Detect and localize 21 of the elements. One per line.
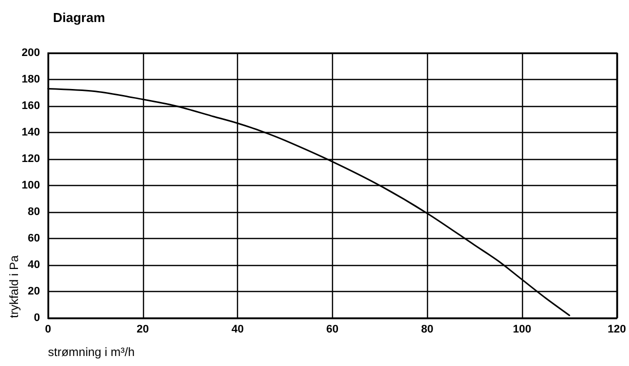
y-tick-label: 20 xyxy=(28,286,40,298)
x-tick-label: 60 xyxy=(326,324,339,336)
x-tick-label: 80 xyxy=(421,324,434,336)
chart-title: Diagram xyxy=(53,10,106,25)
x-tick-label: 0 xyxy=(44,324,52,336)
y-tick-label: 140 xyxy=(22,126,40,138)
x-tick-label: 40 xyxy=(231,324,244,336)
y-axis-title: trykfald i Pa xyxy=(7,254,21,318)
y-tick-label: 60 xyxy=(28,232,40,244)
y-tick-label: 160 xyxy=(22,100,40,112)
y-tick-label: 0 xyxy=(34,312,40,324)
x-tick-label: 120 xyxy=(608,324,626,336)
x-tick-label: 20 xyxy=(136,324,149,336)
y-tick-label: 100 xyxy=(22,180,40,192)
y-tick-label: 200 xyxy=(22,47,40,59)
y-tick-label: 80 xyxy=(28,206,40,218)
y-tick-label: 40 xyxy=(28,259,40,271)
y-tick-label: 180 xyxy=(22,74,40,86)
x-axis-title: strømning i m³/h xyxy=(48,345,135,359)
y-tick-label: 120 xyxy=(22,153,40,165)
x-tick-label: 100 xyxy=(512,324,532,336)
